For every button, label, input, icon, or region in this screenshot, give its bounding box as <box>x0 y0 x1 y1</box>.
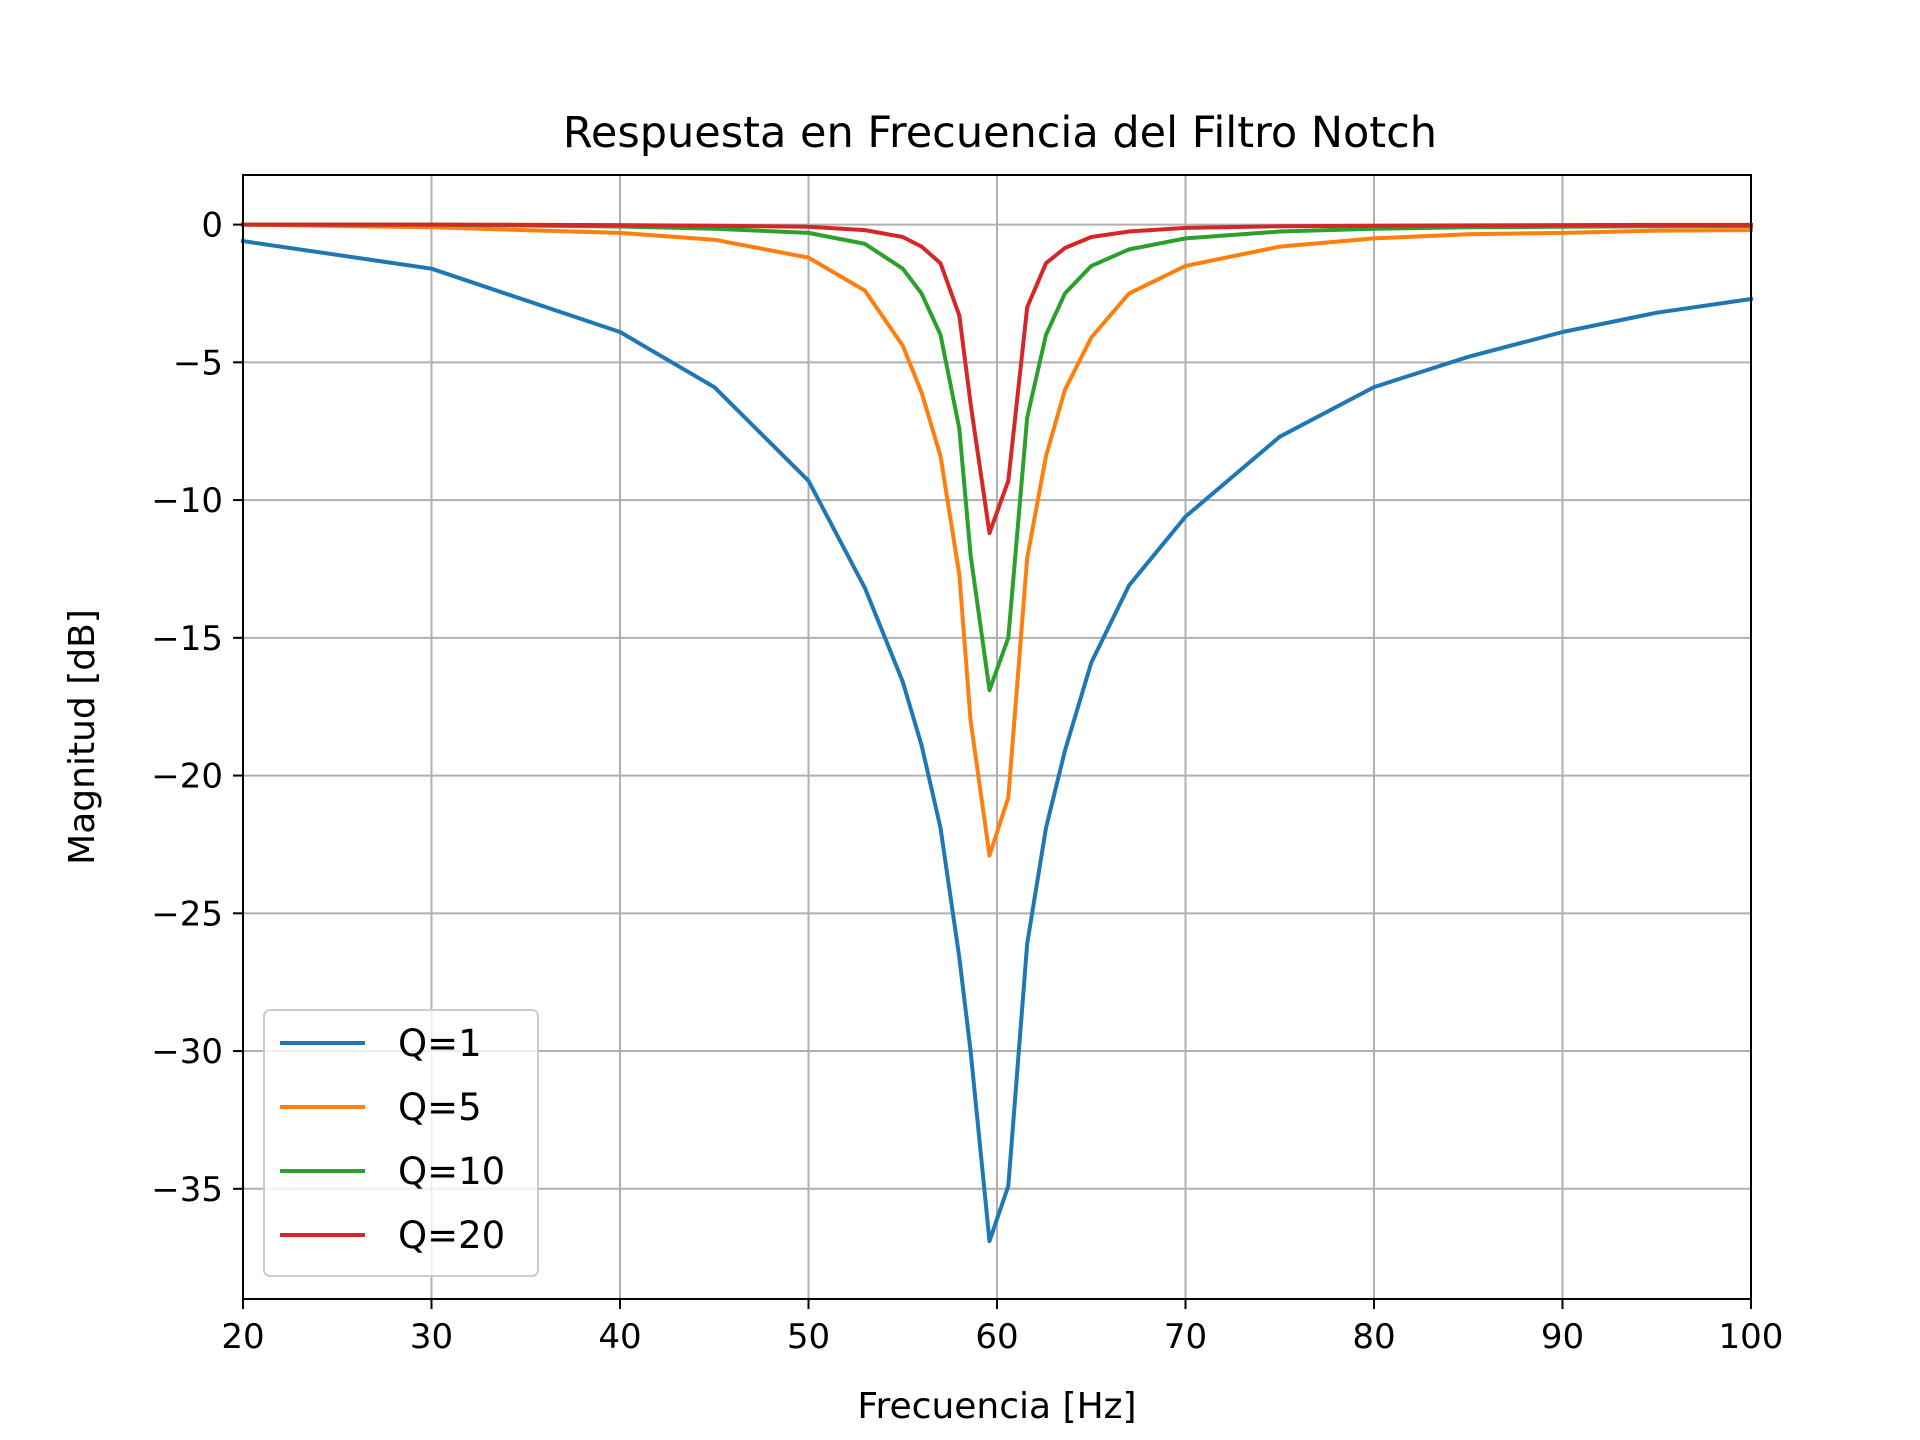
y-tick-label: −35 <box>151 1170 223 1210</box>
x-tick-label: 30 <box>410 1317 453 1357</box>
x-tick-label: 60 <box>975 1317 1018 1357</box>
y-tick-label: −15 <box>151 619 223 659</box>
y-tick-label: −10 <box>151 481 223 521</box>
legend-box <box>263 1009 539 1277</box>
y-tick-label: −5 <box>173 343 223 383</box>
x-tick-label: 20 <box>221 1317 264 1357</box>
series-line-q10 <box>241 222 1754 693</box>
x-tick-label: 90 <box>1541 1317 1584 1357</box>
x-tick-label: 50 <box>787 1317 830 1357</box>
legend-label: Q=5 <box>398 1086 482 1129</box>
legend: Q=1 Q=5 Q=10 Q=20 <box>263 1009 539 1277</box>
legend-label: Q=1 <box>398 1022 482 1065</box>
x-tick-label: 70 <box>1164 1317 1207 1357</box>
y-tick-label: 0 <box>201 206 223 246</box>
x-tick-label: 100 <box>1719 1317 1784 1357</box>
y-tick-label: −30 <box>151 1032 223 1072</box>
x-tick-label: 80 <box>1352 1317 1395 1357</box>
y-axis-label: Magnitud [dB] <box>62 609 103 865</box>
axis-ticks: 20 30 40 50 60 70 80 90 100 0 −5 −10 −15 −20 −25 −30 −35 <box>151 206 1783 1357</box>
series-line-q20 <box>241 222 1753 536</box>
legend-label: Q=10 <box>398 1150 505 1193</box>
x-tick-label: 40 <box>598 1317 641 1357</box>
series-lines <box>240 222 1754 1244</box>
legend-label: Q=20 <box>398 1214 505 1257</box>
chart-title: Respuesta en Frecuencia del Filtro Notch <box>563 108 1437 158</box>
y-tick-label: −25 <box>151 894 223 934</box>
x-axis-label: Frecuencia [Hz] <box>857 1386 1136 1427</box>
series-line-q1 <box>240 238 1754 1244</box>
series-line-q5 <box>240 222 1754 858</box>
y-tick-label: −20 <box>151 757 223 797</box>
